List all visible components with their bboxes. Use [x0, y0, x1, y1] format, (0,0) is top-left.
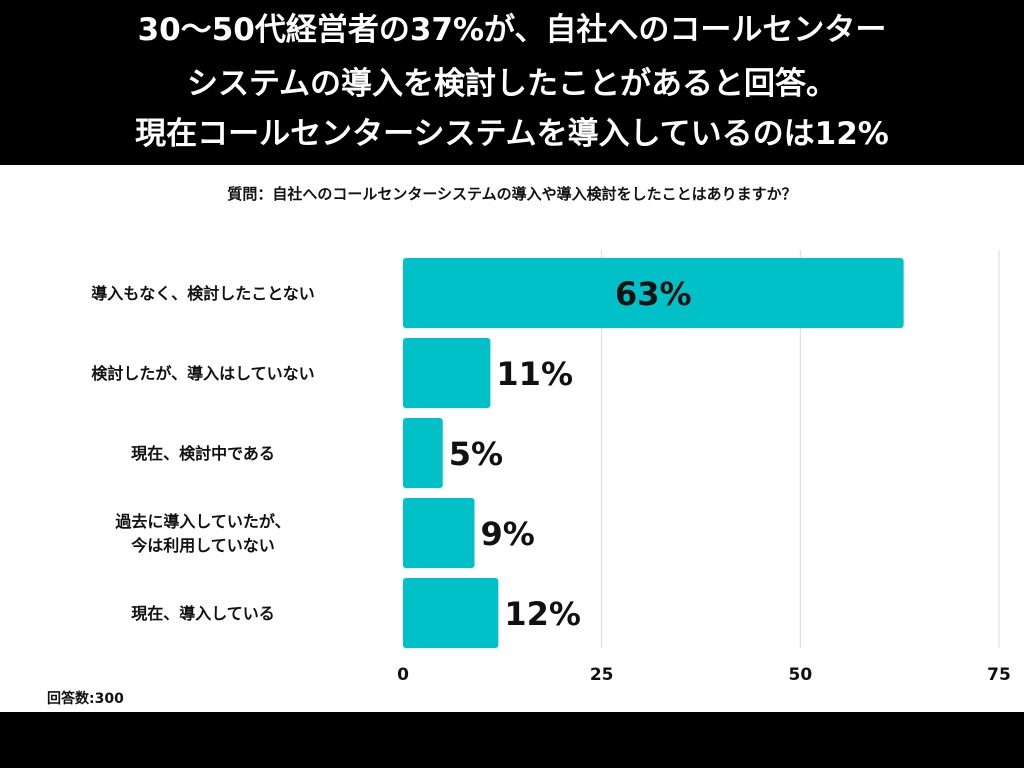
headline-line-3: 現在コールセンターシステムを導入しているのは12%	[135, 116, 889, 152]
bar-value-label: 63%	[615, 275, 692, 313]
category-label: 導入もなく、検討したことない	[91, 284, 315, 303]
response-count-note: 回答数:300	[47, 691, 124, 707]
question-subtitle: 質問：自社へのコールセンターシステムの導入や導入検討をしたことはありますか？	[227, 185, 797, 203]
bar	[403, 578, 499, 648]
x-tick-label: 25	[590, 665, 614, 685]
bar	[403, 418, 443, 488]
category-label: 過去に導入していたが、	[114, 512, 290, 531]
bar-value-label: 9%	[481, 515, 535, 553]
x-tick-label: 50	[788, 665, 812, 685]
category-label: 現在、検討中である	[131, 444, 275, 463]
bar	[403, 258, 904, 328]
headline-line-2: システムの導入を検討したことがあると回答。	[186, 66, 838, 102]
bar-value-label: 12%	[504, 595, 581, 633]
x-tick-label: 0	[397, 665, 409, 685]
headline-line-1: 30〜50代経営者の37%が、自社へのコールセンター	[137, 12, 887, 48]
x-tick-label: 75	[987, 665, 1011, 685]
footer-bar	[0, 712, 1024, 768]
bar-chart: 0 25 50 75 63% 導入もなく、検討したことない 11% 検討したが、導入はしていな…	[91, 250, 1011, 685]
header-banner: 30〜50代経営者の37%が、自社へのコールセンター システムの導入を検討したこ…	[0, 0, 1024, 165]
bar-value-label: 11%	[496, 355, 573, 393]
category-label: 今は利用していない	[130, 536, 275, 555]
bar	[403, 338, 491, 408]
bar-value-label: 5%	[449, 435, 503, 473]
category-label: 現在、導入している	[131, 604, 275, 623]
bar	[403, 498, 475, 568]
category-label: 検討したが、導入はしていない	[91, 364, 314, 383]
